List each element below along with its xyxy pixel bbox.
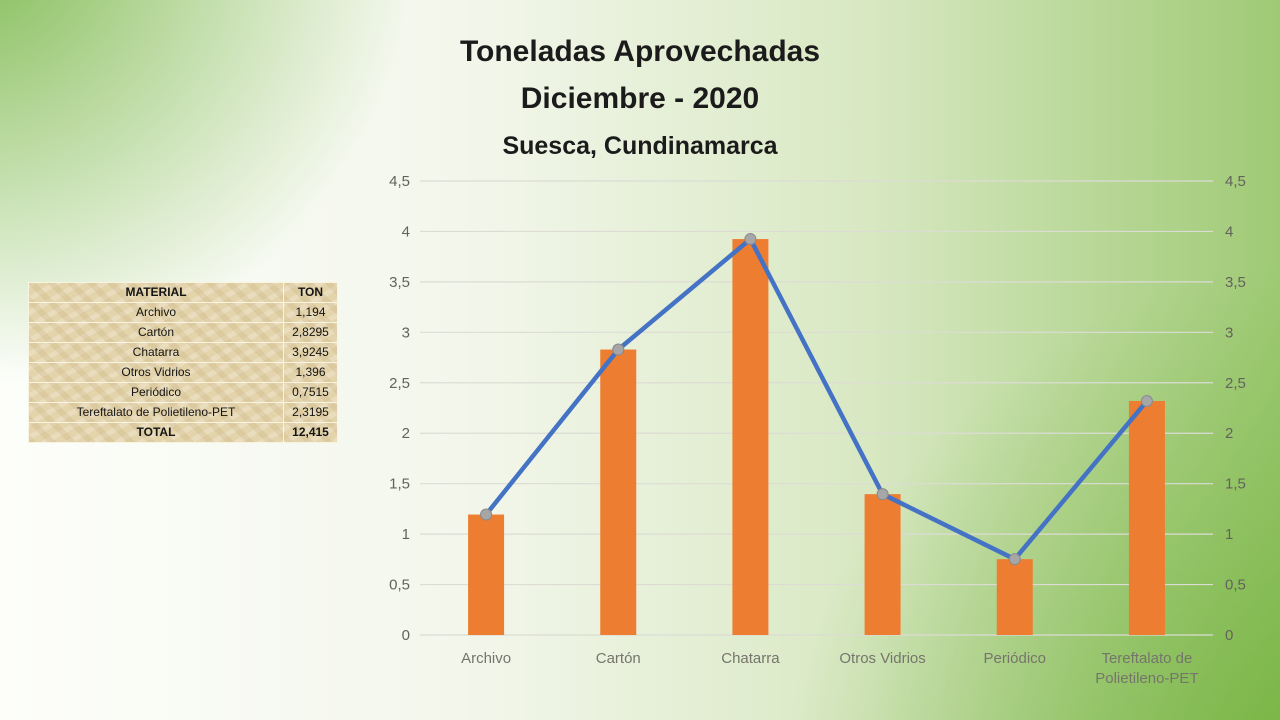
- table-row: Tereftalato de Polietileno-PET 2,3195: [28, 402, 338, 423]
- table-header-row: MATERIAL TON: [28, 282, 338, 303]
- bar-3: [864, 494, 901, 635]
- x-axis-label-2: Chatarra: [721, 650, 780, 667]
- bar-1: [600, 349, 637, 635]
- y-axis-label-left: 2: [402, 425, 410, 442]
- y-axis-label-left: 0,5: [389, 577, 410, 594]
- slide-subtitle: Suesca, Cundinamarca: [502, 132, 778, 160]
- line-series: [483, 236, 1150, 562]
- table-row: Otros Vidrios 1,396: [28, 362, 338, 383]
- x-axis-label-0: Archivo: [461, 650, 511, 667]
- tonnage-chart: 0 0 0,5 0,5 1 1 1,5 1,5 2 2 2,5 2,5 3 3 3,5 3,5 4 4 4,5 4,5…: [385, 160, 1260, 705]
- y-axis-label-left: 2,5: [389, 375, 410, 392]
- y-axis-label-left: 1: [402, 526, 410, 543]
- material-cell: TOTAL: [28, 422, 284, 443]
- slide-title-line1: Toneladas Aprovechadas: [459, 35, 821, 68]
- line-marker-5: [1140, 394, 1153, 407]
- x-axis-label-3: Otros Vidrios: [839, 650, 925, 667]
- y-axis-label-right: 2: [1225, 425, 1233, 442]
- y-axis-label-right: 0: [1225, 627, 1233, 644]
- material-cell: Cartón: [28, 322, 284, 343]
- material-cell: Otros Vidrios: [28, 362, 284, 383]
- x-axis-label-4: Periódico: [983, 650, 1046, 667]
- y-axis-label-left: 3: [402, 324, 410, 341]
- ton-cell: 2,3195: [283, 402, 338, 423]
- line-marker-2: [744, 233, 757, 246]
- y-axis-label-left: 4: [402, 223, 410, 240]
- bar-0: [468, 514, 505, 635]
- table-header-ton: TON: [283, 282, 338, 303]
- ton-cell: 12,415: [283, 422, 338, 443]
- line-marker-4: [1008, 553, 1021, 566]
- materials-table: MATERIAL TON Archivo 1,194 Cartón 2,8295 Cha…: [28, 282, 338, 443]
- ton-cell: 3,9245: [283, 342, 338, 363]
- y-axis-label-left: 3,5: [389, 274, 410, 291]
- tonnage-chart-svg: 0 0 0,5 0,5 1 1 1,5 1,5 2 2 2,5 2,5 3 3 3,5 3,5 4 4 4,5 4,5…: [389, 173, 1246, 687]
- table-total-row: TOTAL 12,415: [28, 422, 338, 443]
- y-axis-label-right: 4,5: [1225, 173, 1246, 190]
- x-axis-label-1: Cartón: [596, 650, 641, 667]
- line-marker-3: [876, 488, 889, 501]
- x-axis-label-5: Tereftalato de: [1101, 650, 1192, 667]
- table-row: Cartón 2,8295: [28, 322, 338, 343]
- ton-cell: 0,7515: [283, 382, 338, 403]
- ton-cell: 1,194: [283, 302, 338, 323]
- y-axis-label-right: 3: [1225, 324, 1233, 341]
- materials-table-body: Archivo 1,194 Cartón 2,8295 Chatarra 3,9245 Ot…: [28, 302, 338, 443]
- y-axis-label-left: 4,5: [389, 173, 410, 190]
- line-marker-0: [480, 508, 493, 521]
- table-row: Periódico 0,7515: [28, 382, 338, 403]
- line-marker-1: [612, 343, 625, 356]
- y-axis-label-right: 1,5: [1225, 476, 1246, 493]
- material-cell: Periódico: [28, 382, 284, 403]
- y-axis-label-right: 3,5: [1225, 274, 1246, 291]
- y-axis-label-left: 0: [402, 627, 410, 644]
- material-cell: Archivo: [28, 302, 284, 323]
- x-axis-label-5: Polietileno-PET: [1095, 670, 1198, 687]
- table-header-material: MATERIAL: [28, 282, 284, 303]
- y-axis-label-right: 1: [1225, 526, 1233, 543]
- y-axis-label-left: 1,5: [389, 476, 410, 493]
- table-row: Archivo 1,194: [28, 302, 338, 323]
- ton-cell: 2,8295: [283, 322, 338, 343]
- title-block: Toneladas Aprovechadas Diciembre - 2020 …: [0, 28, 1280, 166]
- slide-title-line2: Diciembre - 2020: [520, 82, 760, 115]
- ton-cell: 1,396: [283, 362, 338, 383]
- y-axis-label-right: 2,5: [1225, 375, 1246, 392]
- material-cell: Chatarra: [28, 342, 284, 363]
- bar-2: [732, 239, 769, 635]
- bar-4: [996, 559, 1033, 635]
- table-row: Chatarra 3,9245: [28, 342, 338, 363]
- material-cell: Tereftalato de Polietileno-PET: [28, 402, 284, 423]
- y-axis-label-right: 4: [1225, 223, 1233, 240]
- bar-5: [1128, 400, 1165, 635]
- y-axis-label-right: 0,5: [1225, 577, 1246, 594]
